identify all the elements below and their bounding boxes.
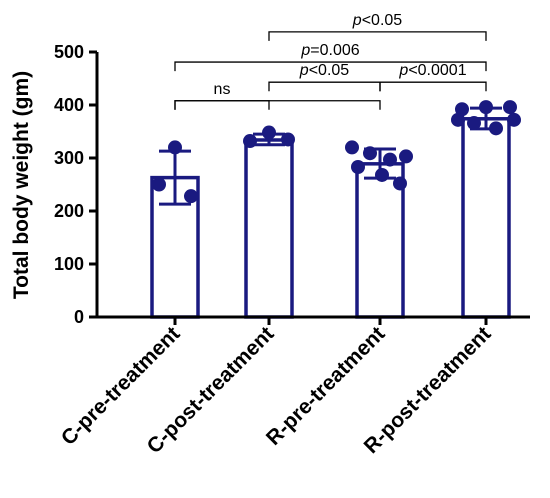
x-axis: C-pre-treatmentC-post-treatmentR-pre-tre… <box>57 315 530 458</box>
significance-label: p<0.05 <box>299 62 349 79</box>
data-point <box>168 140 182 155</box>
significance-bracket <box>379 81 487 92</box>
data-point <box>393 176 407 191</box>
data-point <box>455 102 469 117</box>
significance-label: ns <box>214 81 231 98</box>
significance-bracket <box>268 31 487 41</box>
bar <box>244 138 294 319</box>
significance-label: p<0.05 <box>352 12 402 29</box>
data-point <box>281 132 295 147</box>
data-point <box>351 160 365 175</box>
significance-bracket <box>268 81 381 92</box>
data-point <box>399 149 413 164</box>
y-axis: 0 100 200 300 400 500 <box>54 42 99 327</box>
data-point <box>451 112 465 127</box>
bar <box>461 117 511 319</box>
significance-bracket <box>174 100 270 110</box>
error-bars <box>159 106 502 206</box>
data-point <box>503 100 517 115</box>
y-tick-label: 100 <box>54 254 84 274</box>
y-axis-label: Total body weight (gm) <box>10 71 33 299</box>
data-point <box>184 189 198 204</box>
y-tick-label: 500 <box>54 42 84 62</box>
data-point <box>345 140 359 155</box>
data-point <box>507 112 521 127</box>
y-tick-label: 200 <box>54 201 84 221</box>
significance-bracket <box>174 100 381 110</box>
y-tick-label: 0 <box>74 307 84 327</box>
significance-label: p=0.006 <box>300 42 359 59</box>
bars <box>150 117 511 319</box>
data-point <box>383 152 397 167</box>
bar <box>355 162 405 319</box>
data-point <box>152 177 166 192</box>
significance-label: p<0.0001 <box>398 62 466 79</box>
data-point <box>467 116 481 131</box>
y-tick-label: 400 <box>54 95 84 115</box>
data-point <box>479 100 493 115</box>
data-point <box>262 125 276 140</box>
significance-bracket <box>174 61 487 72</box>
y-tick-label: 300 <box>54 148 84 168</box>
data-point <box>489 121 503 136</box>
data-point <box>375 167 389 182</box>
data-points <box>152 100 521 204</box>
significance-annotations: p<0.05 p=0.006 ns p<0.05 p<0.0001 <box>174 12 487 110</box>
data-point <box>243 134 257 149</box>
data-point <box>363 146 377 161</box>
